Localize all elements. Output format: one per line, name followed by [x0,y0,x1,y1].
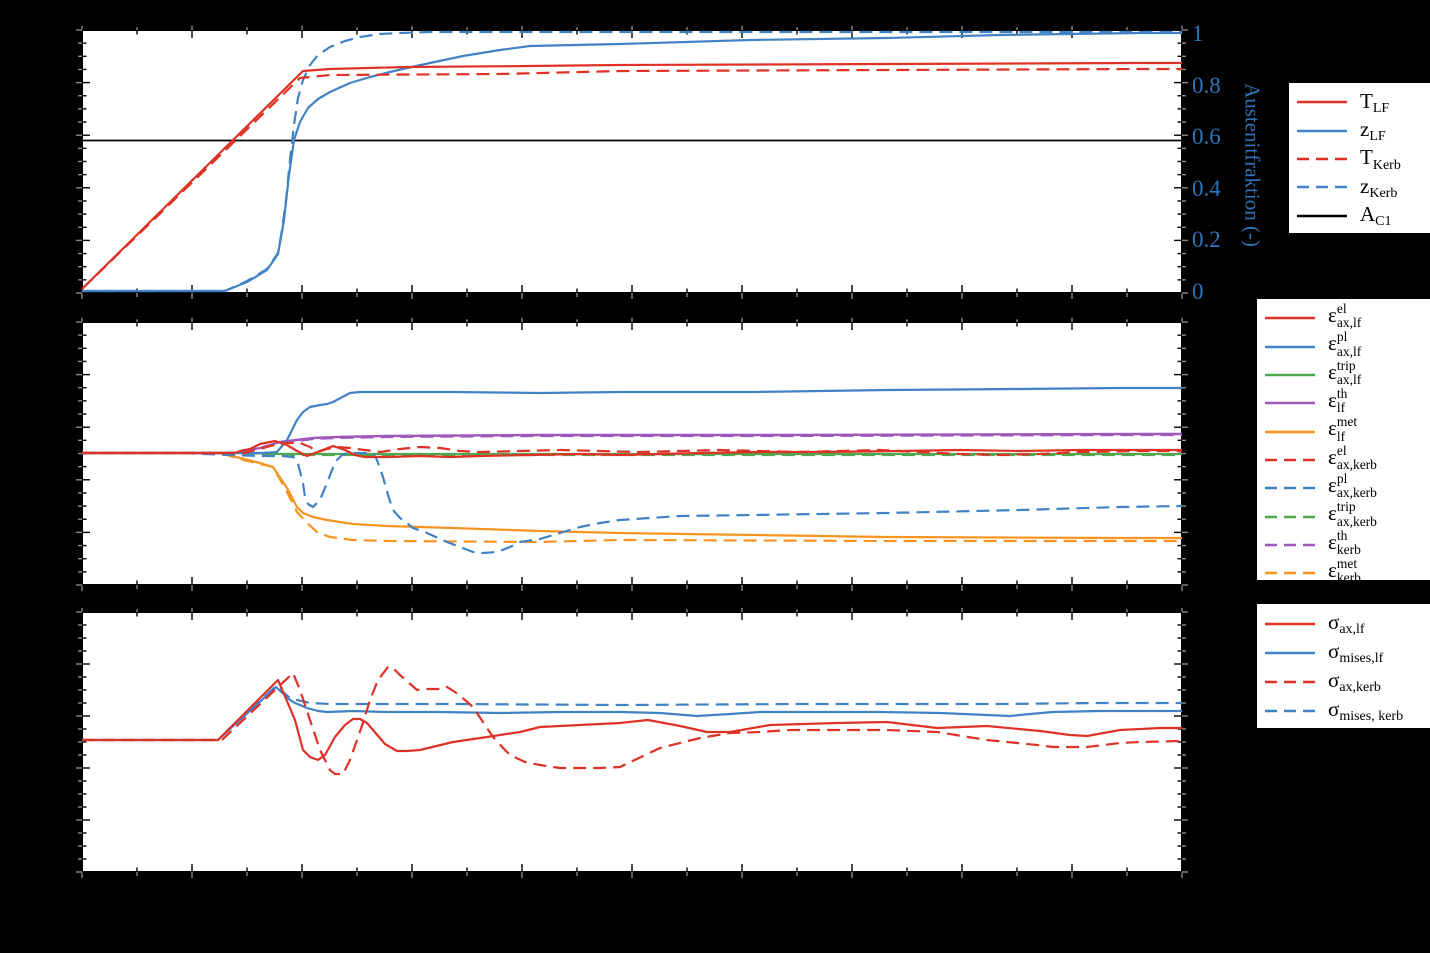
dashed-line-sample-icon [1265,535,1315,553]
tick-marks [76,317,1188,591]
strain-chart-svg [76,317,1188,591]
series-z_LF [82,31,1182,293]
legend-entry-label: σax,kerb [1328,668,1381,696]
legend-entry-label: ε th lf [1328,386,1348,416]
right-axis-tick-label: 0.2 [1192,227,1221,253]
dashed-line-sample-icon [1265,701,1315,719]
legend-entry: ε th lf [1265,386,1430,416]
solid-line-sample-icon [1265,643,1315,661]
dashed-line-sample-icon [1297,149,1347,167]
legend-entry: TKerb [1297,145,1430,173]
legend-entry: ε el ax,lf [1265,301,1430,331]
legend-entry: ε met lf [1265,414,1430,444]
legend-entry-label: ε trip ax,lf [1328,357,1362,387]
legend-entry-label: σmises,lf [1328,639,1384,667]
solid-line-sample-icon [1297,121,1347,139]
legend-entry: ε pl ax,lf [1265,329,1430,359]
series-eps_el_kerb [82,441,1182,457]
solid-line-sample-icon [1265,308,1315,326]
series-z_Kerb [82,30,1182,293]
solid-line-sample-icon [1297,92,1347,110]
legend-entry: ε th kerb [1265,527,1430,558]
stress-chart [76,607,1188,878]
dashed-line-sample-icon [1265,478,1315,496]
legend-entry-label: AC1 [1360,202,1392,230]
right-axis-tick-label: 0.8 [1192,72,1221,98]
legend-entry-label: TLF [1360,88,1390,116]
legend-stress: σax,lf σmises,lf σax,kerb σmises, kerb [1257,604,1430,728]
series-eps_pl_lf [82,386,1182,455]
legend-entry: σmises,lf [1265,639,1430,667]
legend-entry: zKerb [1297,173,1430,202]
legend-entry-label: ε met lf [1328,414,1358,444]
dashed-line-sample-icon [1297,177,1347,195]
legend-entry-label: ε el ax,kerb [1328,442,1377,472]
solid-line-sample-icon [1265,422,1315,440]
legend-entry-label: zLF [1360,117,1386,145]
solid-line-sample-icon [1265,337,1315,355]
legend-strain: ε el ax,lf ε pl ax,lf ε trip ax,lf ε th lf ε met lf ε el… [1257,299,1430,585]
strain-chart [76,317,1188,591]
legend-entry-label: σax,lf [1328,610,1365,638]
right-axis-title: Austenitfraktion (-) [1240,83,1265,247]
solid-line-sample-icon [1297,206,1347,224]
legend-entry-label: ε th kerb [1328,527,1361,557]
series-eps_pl_kerb [82,451,1183,555]
series-eps_met_lf [82,451,1182,540]
series-T_LF [81,61,1182,290]
solid-line-sample-icon [1265,614,1315,632]
tick-marks [76,25,1188,299]
legend-entry: ε trip ax,lf [1265,357,1430,388]
legend-entry: ε met kerb [1265,556,1430,586]
series-T_Kerb [81,67,1182,290]
series-eps_met_kerb [82,451,1182,544]
legend-temperature: TLF zLF TKerb zKerb AC1 [1289,83,1430,233]
dashed-line-sample-icon [1265,563,1315,581]
legend-entry: σmises, kerb [1265,697,1430,725]
right-axis-tick-label: 0.6 [1192,124,1221,150]
dashed-line-sample-icon [1265,450,1315,468]
legend-entry-label: ε met kerb [1328,556,1361,586]
legend-entry-label: ε trip ax,kerb [1328,499,1377,529]
series-sigma_mises_kerb [82,684,1182,742]
right-axis-tick-label: 1 [1192,21,1204,46]
legend-entry: zLF [1297,117,1430,145]
legend-entry: σax,kerb [1265,668,1430,696]
legend-entry: ε el ax,kerb [1265,442,1430,473]
stress-chart-svg [76,607,1188,878]
legend-entry-label: TKerb [1360,145,1401,173]
legend-entry: σax,lf [1265,610,1430,638]
legend-entry-label: ε pl ax,lf [1328,329,1362,359]
dashed-line-sample-icon [1265,507,1315,525]
legend-entry: AC1 [1297,202,1430,230]
solid-line-sample-icon [1265,393,1315,411]
right-axis-tick-label: 0 [1192,279,1204,304]
dashed-line-sample-icon [1265,672,1315,690]
legend-entry: ε trip ax,kerb [1265,499,1430,529]
series-sigma_ax_kerb [82,665,1183,776]
temperature-austenite-chart [76,25,1188,299]
legend-entry-label: σmises, kerb [1328,697,1404,725]
temperature-austenite-chart-svg [76,25,1188,299]
series-eps_el_lf [82,439,1182,459]
legend-entry-label: zKerb [1360,173,1398,202]
legend-entry-label: ε el ax,lf [1328,301,1362,331]
right-axis-tick-label: 0.4 [1192,175,1221,201]
solid-line-sample-icon [1265,365,1315,383]
legend-entry: ε pl ax,kerb [1265,471,1430,501]
series-sigma_ax_lf [82,678,1182,762]
legend-entry-label: ε pl ax,kerb [1328,471,1377,501]
series-sigma_mises_lf [82,685,1182,742]
legend-entry: TLF [1297,88,1430,116]
